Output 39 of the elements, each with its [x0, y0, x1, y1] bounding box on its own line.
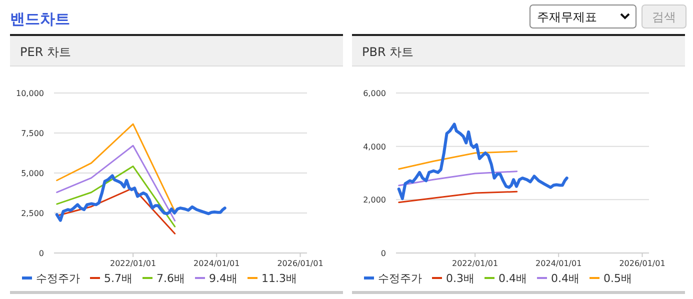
- x-tick-label: 2024/01/01: [536, 259, 582, 268]
- x-tick-label: 2022/01/01: [452, 259, 498, 268]
- line-series: [398, 190, 518, 204]
- y-tick-label: 2,000: [363, 196, 386, 205]
- legend-label: 0.4배: [498, 272, 527, 285]
- legend-label: 5.7배: [104, 272, 132, 285]
- text: 검색: [652, 10, 676, 24]
- text: 주재무제표: [537, 10, 597, 24]
- y-tick-label: 10,000: [16, 89, 44, 98]
- line-series: [55, 174, 226, 222]
- line-series: [397, 122, 568, 200]
- y-tick-label: 6,000: [363, 89, 386, 98]
- text: 밴드차트: [10, 10, 70, 28]
- y-tick-label: 4,000: [363, 142, 386, 152]
- x-tick-label: 2022/01/01: [110, 259, 156, 268]
- legend-label: 7.6배: [156, 272, 185, 285]
- legend-label: 0.5배: [604, 272, 632, 285]
- line-series: [398, 170, 518, 186]
- x-tick-label: 2026/01/01: [277, 259, 324, 268]
- y-tick-label: 5,000: [21, 169, 44, 178]
- line-series: [398, 150, 518, 170]
- y-tick-label: 0: [380, 249, 386, 258]
- y-tick-label: 7,500: [21, 129, 44, 138]
- line-series: [56, 187, 176, 234]
- legend-label: 수정주가: [378, 272, 422, 285]
- x-tick-label: 2026/01/01: [619, 259, 666, 268]
- x-tick-label: 2024/01/01: [194, 259, 240, 268]
- line-series: [56, 166, 176, 228]
- chart-title: PER 차트: [20, 45, 71, 59]
- legend-label: 9.4배: [209, 272, 238, 285]
- legend-label: 0.3배: [446, 272, 474, 285]
- legend-label: 11.3배: [262, 272, 297, 285]
- legend-label: 수정주가: [36, 272, 80, 285]
- line-series: [56, 144, 176, 222]
- chart-title: PBR 차트: [362, 45, 414, 59]
- y-tick-label: 0: [38, 249, 44, 258]
- y-tick-label: 2,500: [21, 209, 44, 218]
- legend-label: 0.4배: [551, 272, 580, 285]
- line-series: [56, 123, 176, 212]
